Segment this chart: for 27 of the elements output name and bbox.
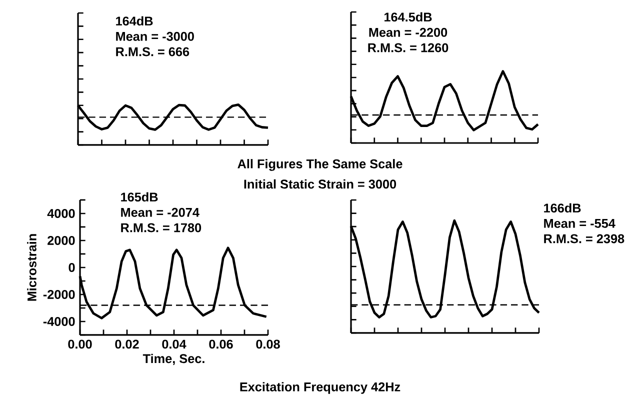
text: R.M.S. = 666 [116, 47, 190, 56]
text: R.M.S. = 1260 [368, 43, 448, 52]
text: 164.5dB [384, 12, 432, 22]
x-tick-label: 0.04 [162, 340, 186, 349]
annotation: Mean = -2074 [121, 208, 200, 217]
text: Mean = -554 [544, 219, 616, 228]
x-tick-label: 0.06 [209, 340, 233, 349]
y-tick-label: 0 [68, 262, 75, 272]
y-tick-label: -2000 [43, 290, 75, 299]
text: 166dB [544, 203, 581, 213]
y-axis-title: Microstrain [27, 234, 36, 301]
annotation: R.M.S. = 1780 [121, 223, 202, 232]
text: 164dB [116, 16, 153, 26]
x-tick-label: 0.02 [115, 340, 139, 349]
text: R.M.S. = 2398 [544, 234, 624, 244]
y-tick-label: 4000 [47, 208, 75, 218]
x-tick-label: 0.00 [68, 340, 92, 349]
text: Excitation Frequency 42Hz [240, 382, 400, 394]
y-tick-label: -4000 [43, 317, 75, 326]
text: All Figures The Same Scale [238, 159, 402, 171]
x-tick-label: 0.08 [256, 340, 280, 349]
text: Mean = -3000 [116, 32, 194, 41]
text: Initial Static Strain = 3000 [244, 179, 396, 189]
y-tick-label: 2000 [48, 236, 75, 245]
x-axis-title: Time, Sec. [142, 354, 204, 365]
text: Mean = -2200 [369, 28, 448, 37]
annotation: 165dB [121, 192, 158, 202]
